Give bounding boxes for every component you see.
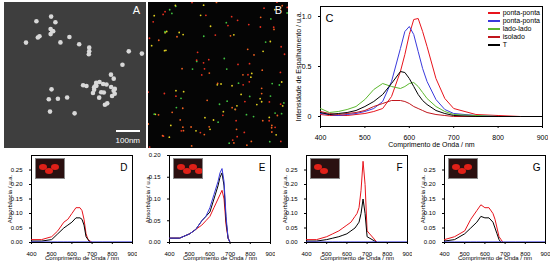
svg-text:Comprimento de Onda / nm: Comprimento de Onda / nm [457, 255, 531, 261]
svg-text:C: C [326, 12, 334, 24]
svg-text:Comprimento de Onda / nm: Comprimento de Onda / nm [388, 141, 475, 149]
svg-text:0.10: 0.10 [10, 210, 23, 217]
svg-text:0.15: 0.15 [10, 195, 23, 202]
svg-text:0.00: 0.00 [423, 239, 435, 245]
svg-text:0.00: 0.00 [148, 239, 160, 245]
svg-text:0.15: 0.15 [285, 195, 298, 202]
html-text:lado-lado: lado-lado [502, 25, 532, 32]
svg-text:0.15: 0.15 [148, 174, 160, 181]
svg-text:Intensidade de Espalhamento /: Intensidade de Espalhamento / u.a. [295, 11, 303, 121]
svg-text:Comprimento de Onda / nm: Comprimento de Onda / nm [45, 255, 119, 261]
svg-text:0.05: 0.05 [148, 217, 160, 224]
svg-text:700: 700 [447, 134, 460, 142]
svg-text:0.05: 0.05 [423, 225, 435, 231]
svg-text:500: 500 [359, 134, 371, 141]
svg-text:100nm: 100nm [116, 136, 141, 145]
svg-text:E: E [258, 162, 265, 173]
svg-text:0.00: 0.00 [11, 239, 23, 245]
svg-text:0.5: 0.5 [302, 63, 312, 70]
svg-text:0.25: 0.25 [11, 167, 23, 173]
svg-text:0.05: 0.05 [11, 225, 23, 231]
svg-text:0.20: 0.20 [285, 181, 298, 188]
html-text:isolado: isolado [502, 33, 525, 40]
svg-text:900: 900 [402, 251, 412, 257]
svg-text:0.10: 0.10 [148, 195, 160, 202]
svg-text:0.20: 0.20 [148, 152, 160, 158]
svg-text:0.10: 0.10 [285, 210, 298, 217]
svg-text:800: 800 [492, 134, 504, 141]
svg-text:Comprimento de Onda / nm: Comprimento de Onda / nm [320, 255, 394, 261]
html-text:ponta-ponta: ponta-ponta [502, 9, 540, 16]
svg-text:400: 400 [26, 251, 37, 257]
svg-text:0: 0 [308, 113, 312, 120]
svg-text:0.00: 0.00 [286, 239, 298, 245]
svg-text:F: F [396, 162, 402, 173]
svg-text:0.15: 0.15 [423, 195, 435, 202]
svg-text:Absorbância / u.a.: Absorbância / u.a. [7, 174, 13, 223]
svg-text:D: D [120, 162, 127, 173]
svg-text:A: A [133, 4, 141, 16]
svg-text:Absorbância / u.a.: Absorbância / u.a. [419, 174, 425, 223]
svg-text:1.0: 1.0 [302, 13, 312, 20]
svg-text:0.20: 0.20 [10, 181, 23, 188]
svg-text:400: 400 [439, 251, 450, 257]
svg-text:0.20: 0.20 [423, 181, 435, 188]
svg-text:0.05: 0.05 [286, 225, 298, 231]
svg-text:0.25: 0.25 [423, 167, 435, 173]
svg-text:0.25: 0.25 [286, 167, 298, 173]
svg-text:Comprimento de Onda / nm: Comprimento de Onda / nm [182, 255, 256, 261]
svg-text:Absorbância / u.a.: Absorbância / u.a. [144, 174, 150, 223]
svg-text:G: G [532, 162, 540, 173]
svg-text:400: 400 [301, 251, 312, 257]
svg-text:900: 900 [127, 251, 137, 257]
svg-text:Absorbância / u.a.: Absorbância / u.a. [282, 174, 288, 223]
svg-text:B: B [275, 4, 282, 16]
html-text:ponta-ponta: ponta-ponta [502, 17, 540, 24]
svg-text:900: 900 [537, 134, 548, 141]
svg-text:400: 400 [315, 134, 327, 141]
svg-text:400: 400 [164, 251, 175, 257]
svg-text:600: 600 [403, 134, 416, 142]
svg-text:0.10: 0.10 [423, 210, 435, 217]
svg-text:900: 900 [265, 251, 275, 257]
html-text:T: T [502, 41, 507, 48]
svg-text:900: 900 [540, 251, 550, 257]
